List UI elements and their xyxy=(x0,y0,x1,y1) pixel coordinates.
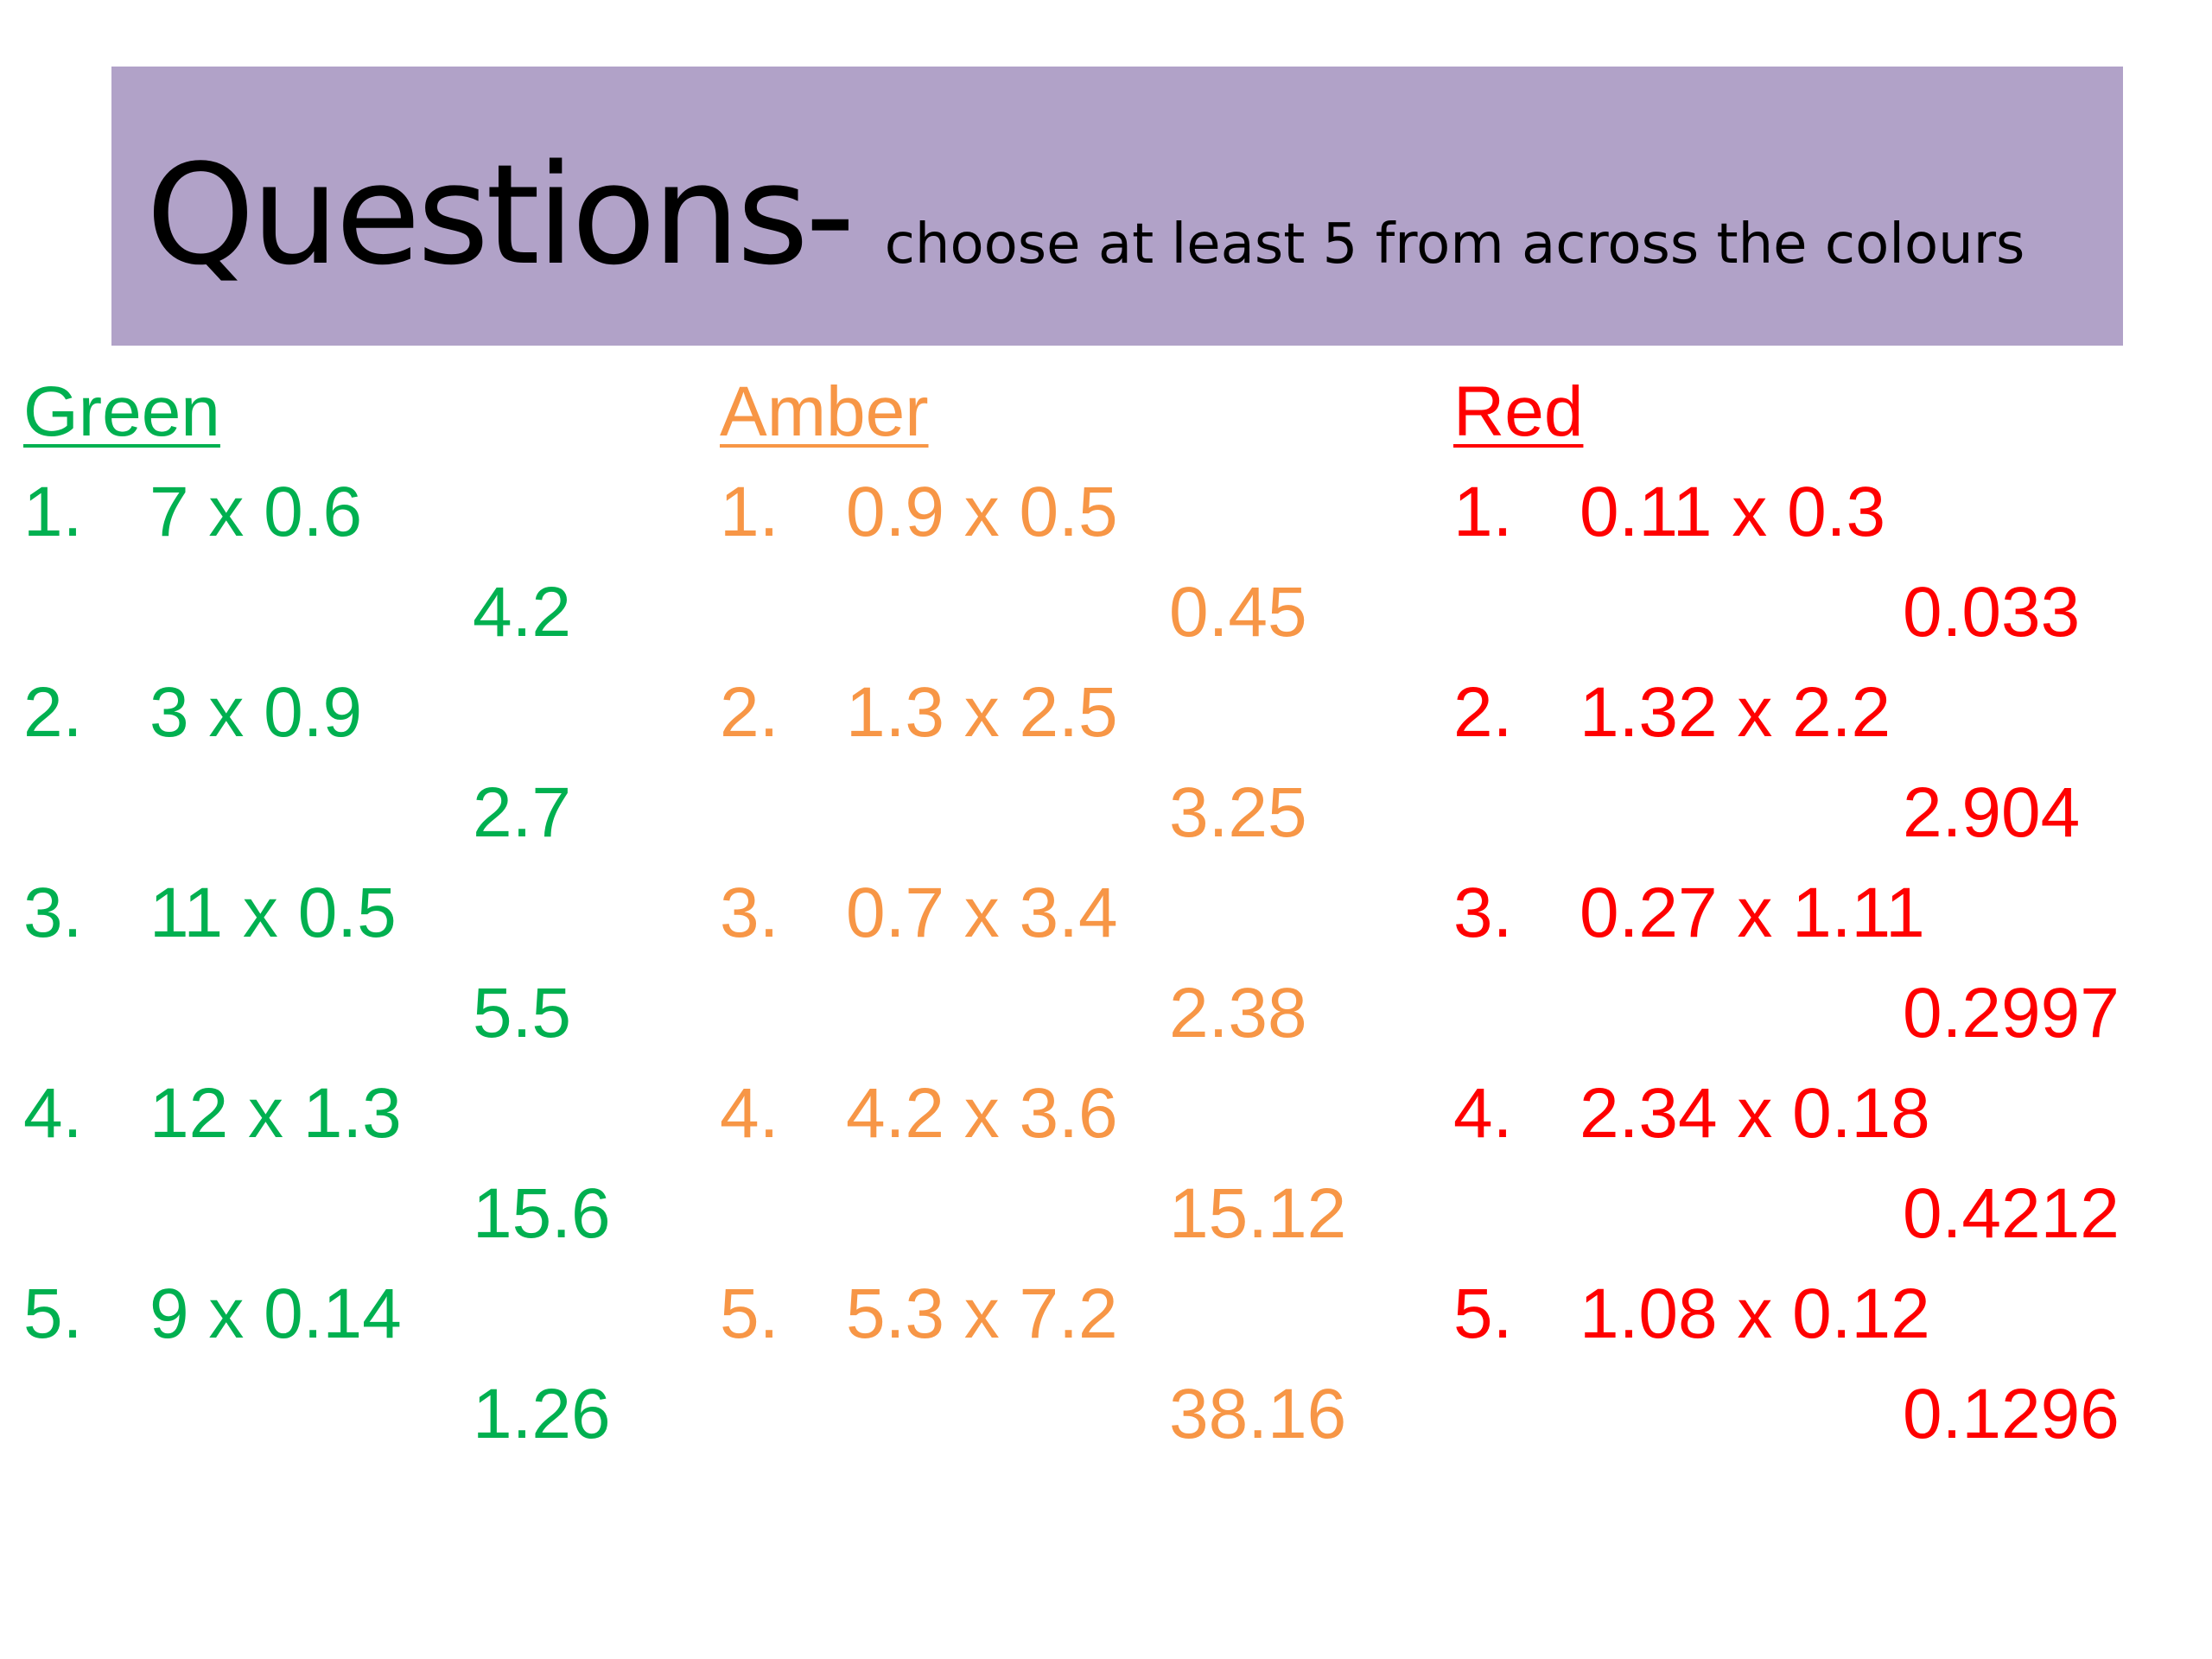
question-answer: 38.16 xyxy=(1169,1375,1347,1453)
question-answer: 15.6 xyxy=(473,1174,611,1253)
question-answer: 0.45 xyxy=(1169,573,1307,652)
question-answer: 5.5 xyxy=(473,974,571,1052)
question-number: 2. xyxy=(1453,673,1513,752)
question-expression: 3 x 0.9 xyxy=(149,673,363,752)
question-number: 4. xyxy=(1453,1074,1513,1153)
question-row: 1. 0.9 x 0.5 xyxy=(720,472,1446,572)
question-answer: 2.38 xyxy=(1169,974,1307,1052)
question-row: 5. 9 x 0.14 xyxy=(23,1274,749,1374)
question-answer: 4.2 xyxy=(473,573,571,652)
question-number: 2. xyxy=(720,673,779,752)
question-row: 2. 1.3 x 2.5 xyxy=(720,672,1446,772)
question-answer: 0.033 xyxy=(1903,573,2081,652)
question-row: 4. 12 x 1.3 xyxy=(23,1073,749,1173)
question-expression: 1.32 x 2.2 xyxy=(1580,673,1891,752)
page-title: Questions-choose at least 5 from across … xyxy=(146,134,2024,296)
question-expression: 7 x 0.6 xyxy=(149,473,363,551)
question-number: 1. xyxy=(1453,473,1513,551)
question-answer: 15.12 xyxy=(1169,1174,1347,1253)
question-answer: 3.25 xyxy=(1169,773,1307,852)
question-row: 2. 3 x 0.9 xyxy=(23,672,749,772)
question-answer: 0.2997 xyxy=(1903,974,2120,1052)
question-expression: 2.34 x 0.18 xyxy=(1580,1074,1930,1153)
column-heading-amber: Amber xyxy=(720,372,929,451)
question-number: 1. xyxy=(720,473,779,551)
question-expression: 0.27 x 1.11 xyxy=(1580,874,1925,952)
question-expression: 9 x 0.14 xyxy=(149,1274,402,1353)
question-expression: 5.3 x 7.2 xyxy=(846,1274,1118,1353)
question-number: 5. xyxy=(23,1274,83,1353)
question-number: 3. xyxy=(23,874,83,952)
question-row: 3. 0.7 x 3.4 xyxy=(720,873,1446,973)
question-number: 1. xyxy=(23,473,83,551)
question-row: 2. 1.32 x 2.2 xyxy=(1453,672,2179,772)
question-row: 4. 2.34 x 0.18 xyxy=(1453,1073,2179,1173)
question-expression: 4.2 x 3.6 xyxy=(846,1074,1118,1153)
question-row: 1. 0.11 x 0.3 xyxy=(1453,472,2179,572)
question-answer: 1.26 xyxy=(473,1375,611,1453)
question-row: 5. 1.08 x 0.12 xyxy=(1453,1274,2179,1374)
question-expression: 0.7 x 3.4 xyxy=(846,874,1118,952)
question-number: 3. xyxy=(720,874,779,952)
question-row: 3. 0.27 x 1.11 xyxy=(1453,873,2179,973)
question-answer: 0.1296 xyxy=(1903,1375,2120,1453)
title-subtitle: choose at least 5 from across the colour… xyxy=(884,213,2025,276)
question-number: 3. xyxy=(1453,874,1513,952)
question-expression: 1.08 x 0.12 xyxy=(1580,1274,1930,1353)
question-row: 1. 7 x 0.6 xyxy=(23,472,749,572)
question-expression: 12 x 1.3 xyxy=(149,1074,402,1153)
question-expression: 0.9 x 0.5 xyxy=(846,473,1118,551)
question-row: 3. 11 x 0.5 xyxy=(23,873,749,973)
column-heading-red: Red xyxy=(1453,372,1584,451)
question-number: 4. xyxy=(720,1074,779,1153)
question-expression: 11 x 0.5 xyxy=(149,874,397,952)
question-row: 4. 4.2 x 3.6 xyxy=(720,1073,1446,1173)
question-row: 5. 5.3 x 7.2 xyxy=(720,1274,1446,1374)
title-banner: Questions-choose at least 5 from across … xyxy=(111,67,2123,346)
question-number: 5. xyxy=(720,1274,779,1353)
question-answer: 0.4212 xyxy=(1903,1174,2120,1253)
question-number: 2. xyxy=(23,673,83,752)
question-expression: 0.11 x 0.3 xyxy=(1580,473,1886,551)
column-heading-green: Green xyxy=(23,372,220,451)
title-main: Questions- xyxy=(146,134,855,296)
question-number: 4. xyxy=(23,1074,83,1153)
question-number: 5. xyxy=(1453,1274,1513,1353)
question-answer: 2.7 xyxy=(473,773,571,852)
question-expression: 1.3 x 2.5 xyxy=(846,673,1118,752)
question-answer: 2.904 xyxy=(1903,773,2081,852)
